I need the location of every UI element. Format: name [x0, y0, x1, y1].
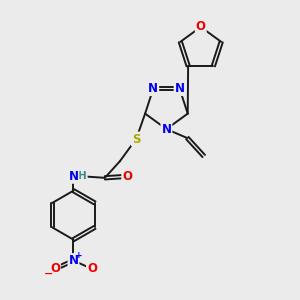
- Text: O: O: [122, 170, 132, 183]
- Text: N: N: [148, 82, 158, 95]
- Text: O: O: [196, 20, 206, 34]
- Text: N: N: [161, 123, 171, 136]
- Text: S: S: [132, 133, 140, 146]
- Text: H: H: [78, 171, 87, 181]
- Text: +: +: [75, 251, 82, 260]
- Text: N: N: [175, 82, 184, 95]
- Text: N: N: [68, 254, 79, 267]
- Text: O: O: [50, 262, 60, 275]
- Text: N: N: [68, 170, 79, 183]
- Text: O: O: [87, 262, 97, 275]
- Text: −: −: [44, 269, 53, 279]
